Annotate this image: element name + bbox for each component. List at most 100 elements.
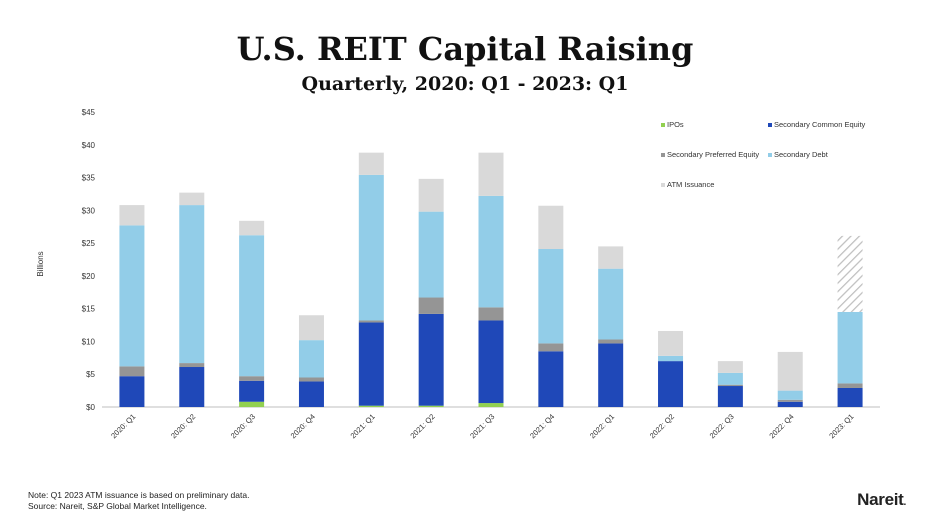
- bar-segment-secondary-debt: [358, 174, 384, 321]
- bar-segment-atm-issuance: [538, 205, 564, 250]
- bar-segment-secondary-common-equity: [358, 322, 384, 406]
- x-tick-label: 2020: Q2: [169, 412, 197, 440]
- chart-title: U.S. REIT Capital Raising: [236, 30, 694, 68]
- bar-segment-secondary-debt: [837, 311, 863, 384]
- bar-segment-secondary-common-equity: [298, 381, 324, 407]
- bar-segment-secondary-debt: [598, 268, 624, 340]
- bar-segment-atm-issuance: [717, 361, 743, 373]
- footnote-note: Note: Q1 2023 ATM issuance is based on p…: [28, 490, 250, 500]
- bar-segment-ipos: [418, 405, 444, 407]
- bar-segment-atm-issuance: [837, 235, 863, 312]
- bar-segment-atm-issuance: [239, 220, 265, 236]
- bar-segment-secondary-preferred-equity: [418, 297, 444, 314]
- bar-segment-secondary-debt: [179, 205, 205, 364]
- x-tick-label: 2020: Q1: [109, 412, 137, 440]
- bar-segment-ipos: [239, 401, 265, 407]
- x-tick-label: 2021: Q3: [468, 412, 496, 440]
- bar-segment-secondary-preferred-equity: [717, 384, 743, 387]
- bar-segment-atm-issuance: [777, 351, 803, 391]
- bar-segment-secondary-preferred-equity: [598, 339, 624, 344]
- bar-segment-secondary-debt: [777, 390, 803, 400]
- bar-segment-secondary-debt: [538, 249, 564, 344]
- bar-segment-ipos: [358, 405, 384, 407]
- legend: IPOs Secondary Common Equity Secondary Pre…: [661, 120, 866, 189]
- legend-label: Secondary Debt: [774, 150, 829, 159]
- x-tick-label: 2022: Q4: [767, 412, 795, 440]
- bar-segment-secondary-debt: [717, 372, 743, 385]
- x-tick-label: 2021: Q4: [528, 412, 556, 440]
- y-tick-label: $15: [82, 305, 96, 314]
- y-tick-label: $40: [82, 141, 96, 150]
- bar-segment-secondary-common-equity: [119, 376, 145, 407]
- y-tick-label: $20: [82, 272, 96, 281]
- bar-segment-secondary-preferred-equity: [179, 363, 205, 368]
- y-tick-label: $35: [82, 174, 96, 183]
- footnote-source: Source: Nareit, S&P Global Market Intell…: [28, 501, 207, 511]
- x-tick-label: 2020: Q4: [289, 412, 317, 440]
- legend-swatch: [661, 123, 665, 127]
- bar-segment-secondary-common-equity: [658, 361, 684, 407]
- bar-segment-atm-issuance: [478, 152, 504, 196]
- y-tick-label: $30: [82, 206, 96, 215]
- bar-segment-secondary-common-equity: [179, 367, 205, 407]
- legend-label: ATM Issuance: [667, 180, 714, 189]
- bar-segment-secondary-preferred-equity: [837, 383, 863, 388]
- x-tick-label: 2021: Q2: [408, 412, 436, 440]
- bar-segment-secondary-common-equity: [598, 343, 624, 407]
- bar-segment-secondary-debt: [298, 340, 324, 378]
- logo-text: Nareit: [857, 490, 904, 509]
- bar-segment-secondary-common-equity: [418, 313, 444, 406]
- bar-segment-secondary-debt: [418, 211, 444, 298]
- y-tick-label: $5: [86, 370, 95, 379]
- x-tick-label: 2022: Q3: [708, 412, 736, 440]
- bar-segment-secondary-common-equity: [837, 387, 863, 407]
- x-tick-label: 2020: Q3: [229, 412, 257, 440]
- bar-segment-secondary-debt: [119, 225, 145, 367]
- bar-segment-atm-issuance: [179, 192, 205, 206]
- bar-segment-secondary-debt: [478, 195, 504, 308]
- legend-swatch: [661, 153, 665, 157]
- x-tick-label: 2022: Q2: [648, 412, 676, 440]
- bar-segment-atm-issuance: [658, 330, 684, 356]
- bar-segment-secondary-preferred-equity: [298, 377, 324, 382]
- y-tick-label: $10: [82, 337, 96, 346]
- bar-segment-secondary-common-equity: [239, 380, 265, 402]
- legend-label: Secondary Preferred Equity: [667, 150, 759, 159]
- y-tick-label: $0: [86, 403, 95, 412]
- bar-segment-atm-issuance: [418, 178, 444, 212]
- bar-segment-secondary-debt: [239, 235, 265, 377]
- bar-segment-secondary-preferred-equity: [239, 376, 265, 381]
- bar-segment-atm-issuance: [598, 246, 624, 269]
- legend-label: IPOs: [667, 120, 684, 129]
- chart-subtitle: Quarterly, 2020: Q1 - 2023: Q1: [301, 73, 629, 95]
- x-tick-label: 2021: Q1: [349, 412, 377, 440]
- bar-segment-secondary-preferred-equity: [358, 320, 384, 323]
- legend-label: Secondary Common Equity: [774, 120, 866, 129]
- x-axis: 2020: Q1 2020: Q2 2020: Q3 2020: Q4 2021: Q1…: [102, 406, 880, 440]
- bar-segment-secondary-common-equity: [717, 386, 743, 407]
- bar-segment-secondary-preferred-equity: [538, 343, 564, 352]
- chart-canvas: $0$5$10$15$20$25$30$35$40$45 2020: Q1 202…: [36, 108, 880, 440]
- bar-segment-atm-issuance: [298, 315, 324, 341]
- bar-segment-secondary-preferred-equity: [119, 366, 145, 377]
- y-axis: $0 $5 $10 $15 $20 $25 $30 $35 $40 $45: [82, 108, 96, 412]
- bar-segment-secondary-common-equity: [478, 320, 504, 404]
- legend-swatch: [768, 123, 772, 127]
- bars-group: [119, 152, 863, 407]
- legend-swatch: [661, 183, 665, 187]
- y-tick-label: $45: [82, 108, 96, 117]
- bar-segment-secondary-common-equity: [777, 401, 803, 407]
- bar-segment-secondary-common-equity: [538, 351, 564, 407]
- bar-segment-secondary-debt: [658, 355, 684, 362]
- nareit-logo: Nareit.: [857, 490, 906, 509]
- footnote: Note: Q1 2023 ATM issuance is based on p…: [28, 490, 249, 512]
- y-tick-label: $25: [82, 239, 96, 248]
- bar-segment-atm-issuance: [358, 152, 384, 175]
- legend-swatch: [768, 153, 772, 157]
- bar-segment-atm-issuance: [119, 205, 145, 226]
- y-axis-label: Billions: [36, 251, 45, 276]
- x-tick-label: 2023: Q1: [827, 412, 855, 440]
- bar-segment-ipos: [478, 403, 504, 407]
- x-tick-label: 2022: Q1: [588, 412, 616, 440]
- bar-segment-secondary-preferred-equity: [777, 399, 803, 402]
